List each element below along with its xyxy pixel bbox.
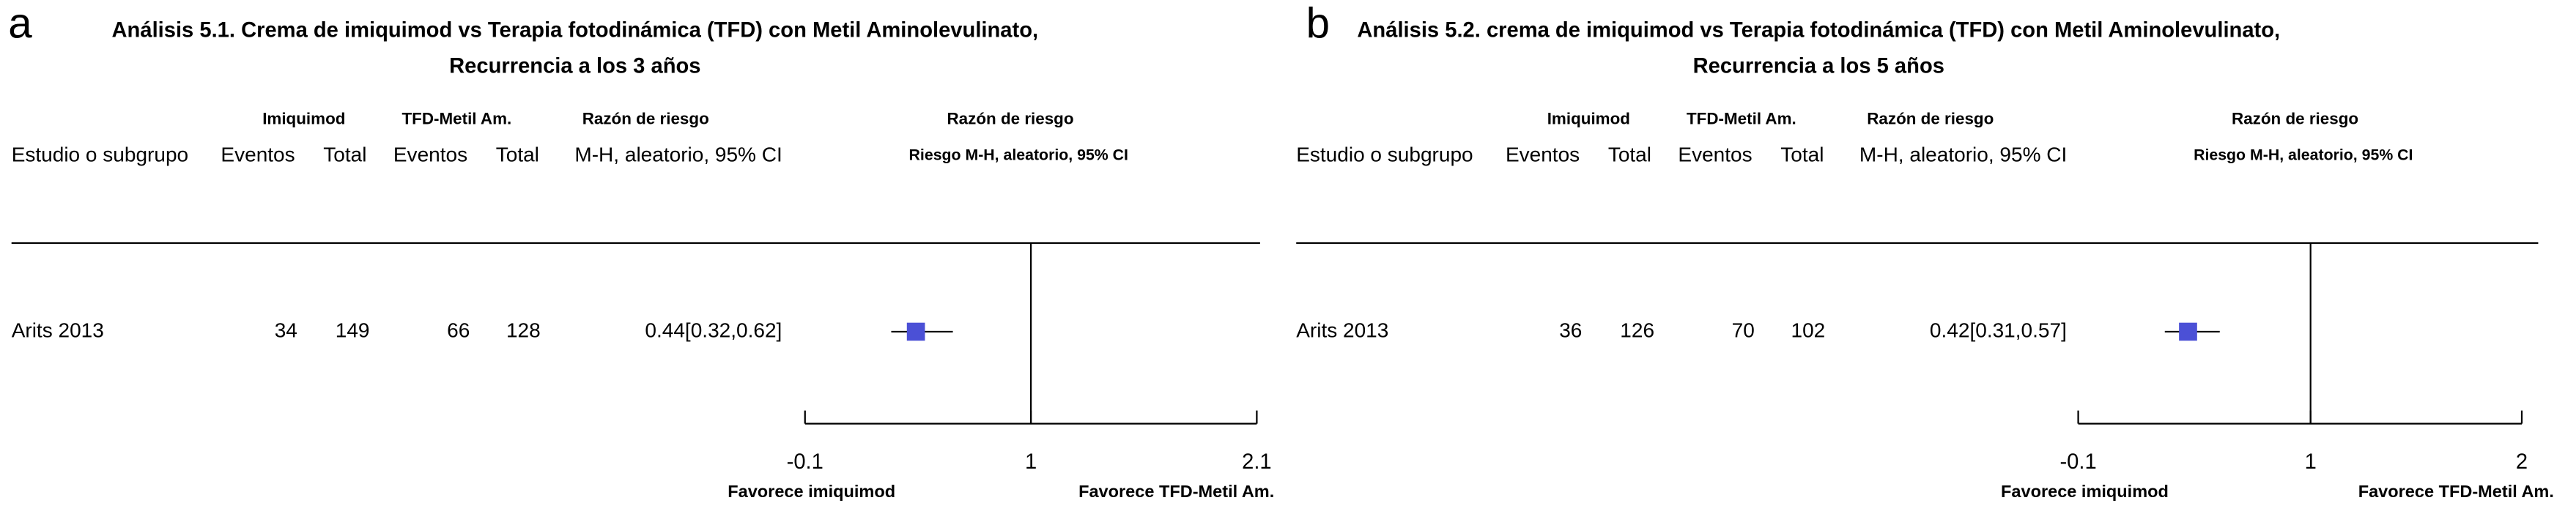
- effect-square: [2179, 322, 2197, 341]
- column-header: Total: [1608, 144, 1651, 166]
- panel-letter: a: [8, 0, 32, 47]
- favours-right: Favorece TFD-Metil Am.: [2358, 482, 2554, 501]
- x-tick-label: 1: [2305, 450, 2317, 474]
- table-cell: 70: [1732, 319, 1755, 341]
- column-header: M-H, aleatorio, 95% CI: [1859, 144, 2067, 166]
- group-header: Razón de riesgo: [947, 110, 1074, 128]
- study-name: Arits 2013: [12, 319, 104, 341]
- column-header: Total: [1780, 144, 1824, 166]
- column-header: Total: [496, 144, 539, 166]
- group-header: Razón de riesgo: [1867, 110, 1994, 128]
- column-header: Total: [323, 144, 366, 166]
- column-header: Eventos: [393, 144, 467, 166]
- chart-title: Recurrencia a los 5 años: [1693, 55, 1944, 78]
- panel: b Análisis 5.2. crema de imiquimod vs Ter…: [1296, 0, 2554, 501]
- group-header: Imiquimod: [1547, 110, 1630, 128]
- column-header: Eventos: [1678, 144, 1752, 166]
- column-header: Eventos: [1506, 144, 1580, 166]
- group-header: Imiquimod: [262, 110, 345, 128]
- panel-letter: b: [1306, 0, 1330, 47]
- x-tick-label: 2: [2516, 450, 2528, 474]
- column-header: Eventos: [221, 144, 295, 166]
- chart-title: Análisis 5.1. Crema de imiquimod vs Tera…: [112, 18, 1039, 42]
- effect-square: [906, 322, 925, 341]
- column-header: Riesgo M-H, aleatorio, 95% CI: [909, 146, 1128, 164]
- table-cell: 128: [506, 319, 541, 341]
- table-cell: 36: [1559, 319, 1582, 341]
- favours-right: Favorece TFD-Metil Am.: [1078, 482, 1274, 501]
- x-tick-label: -0.1: [2059, 450, 2096, 474]
- table-cell: 66: [447, 319, 470, 341]
- favours-left: Favorece imiquimod: [728, 482, 895, 501]
- effect-label: 0.44[0.32,0.62]: [645, 319, 782, 341]
- column-header: Estudio o subgrupo: [12, 144, 188, 166]
- x-tick-label: 1: [1025, 450, 1037, 474]
- favours-left: Favorece imiquimod: [2001, 482, 2169, 501]
- study-name: Arits 2013: [1296, 319, 1388, 341]
- group-header: Razón de riesgo: [582, 110, 709, 128]
- chart-title: Análisis 5.2. crema de imiquimod vs Tera…: [1357, 18, 2280, 42]
- effect-label: 0.42[0.31,0.57]: [1930, 319, 2067, 341]
- group-header: Razón de riesgo: [2232, 110, 2358, 128]
- group-header: TFD-Metil Am.: [401, 110, 511, 128]
- x-tick-label: 2.1: [1242, 450, 1272, 474]
- column-header: Riesgo M-H, aleatorio, 95% CI: [2194, 146, 2413, 164]
- panel: a Análisis 5.1. Crema de imiquimod vs Ter…: [8, 0, 1274, 501]
- column-header: Estudio o subgrupo: [1296, 144, 1473, 166]
- table-cell: 126: [1620, 319, 1654, 341]
- chart-title: Recurrencia a los 3 años: [449, 55, 700, 78]
- x-tick-label: -0.1: [787, 450, 823, 474]
- column-header: M-H, aleatorio, 95% CI: [574, 144, 782, 166]
- group-header: TFD-Metil Am.: [1687, 110, 1796, 128]
- table-cell: 149: [336, 319, 370, 341]
- table-cell: 102: [1791, 319, 1825, 341]
- table-cell: 34: [275, 319, 297, 341]
